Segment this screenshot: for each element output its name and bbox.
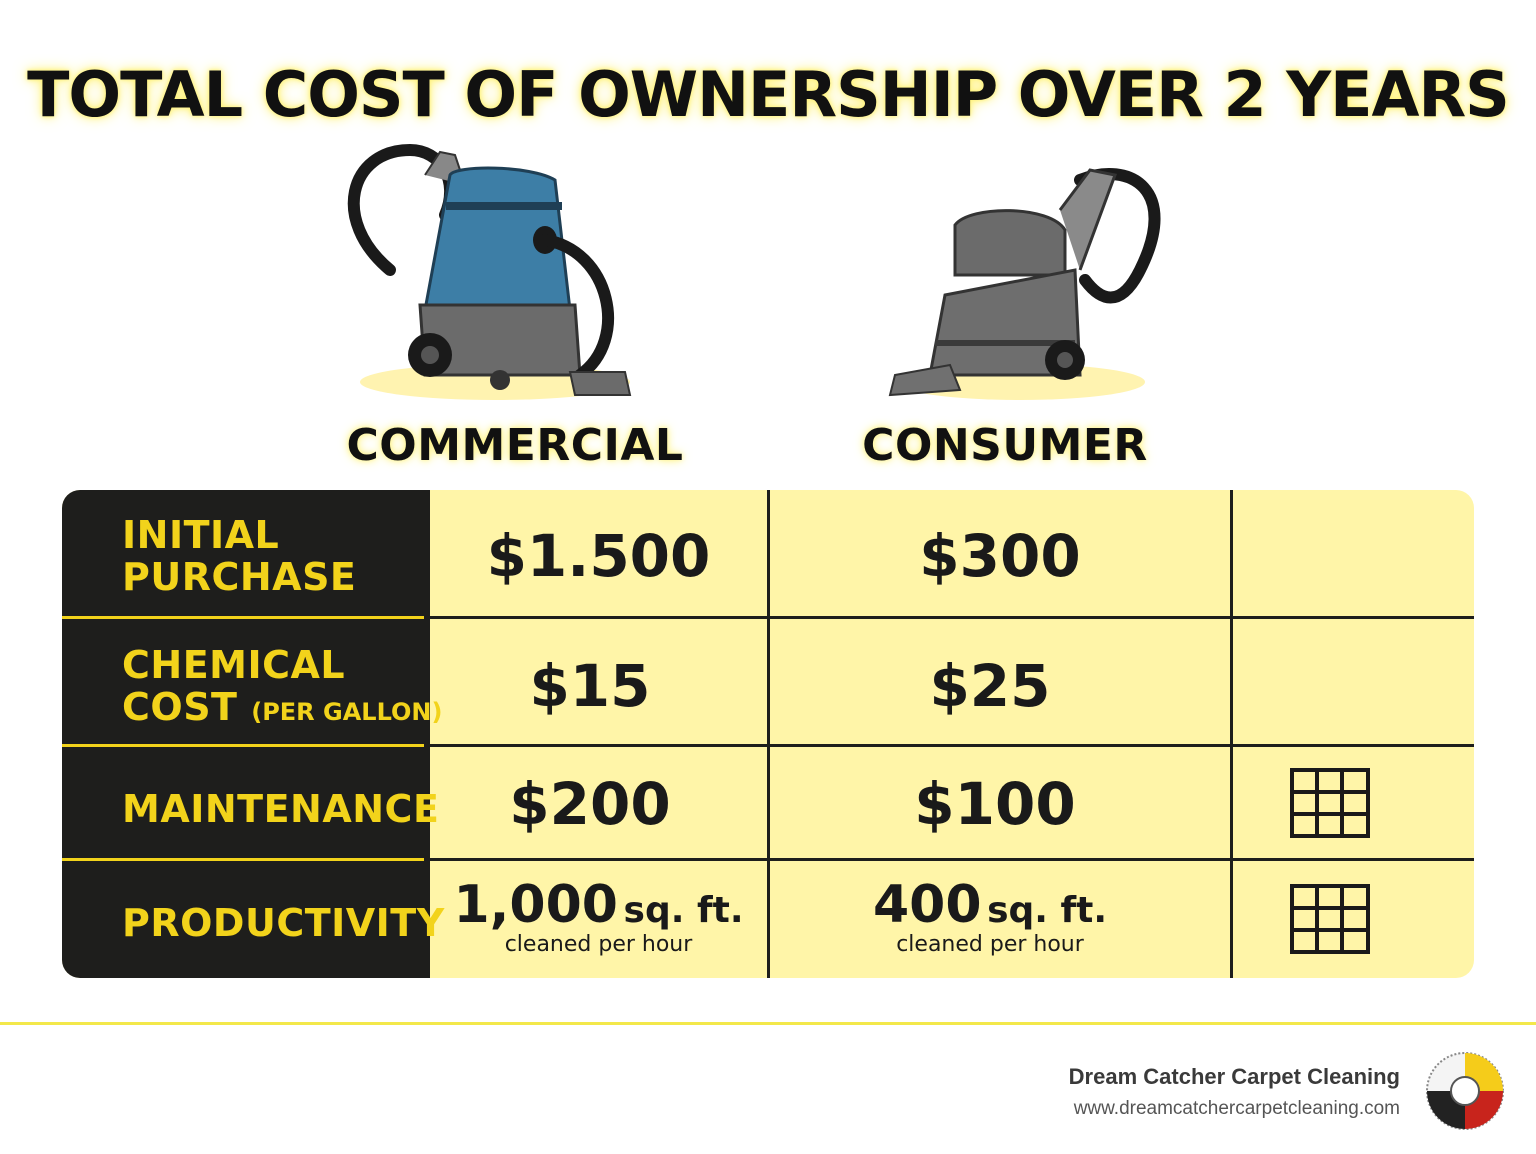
row-divider (430, 744, 1474, 747)
commercial-extractor-illustration (330, 140, 640, 410)
row-divider (430, 616, 1474, 619)
row-label-initial-purchase: INITIAL PURCHASE (122, 514, 356, 598)
page-title: TOTAL COST OF OWNERSHIP OVER 2 YEARS (27, 58, 1510, 131)
productivity-value: 1,000 (453, 875, 618, 935)
column-divider (1230, 490, 1233, 978)
footer-divider (0, 1022, 1536, 1025)
column-divider (767, 490, 770, 978)
productivity-unit: sq. ft. (987, 890, 1108, 931)
commercial-productivity: 1,000 sq. ft. cleaned per hour (430, 878, 767, 958)
column-title-consumer: CONSUMER (862, 420, 1148, 471)
row-label-note: (PER GALLON) (251, 698, 443, 726)
row-label-column (62, 490, 430, 978)
row-divider (62, 744, 424, 747)
grid-icon (1290, 768, 1370, 842)
cost-comparison-table: INITIAL PURCHASE $1.500 $300 CHEMICAL CO… (62, 490, 1474, 978)
productivity-note: cleaned per hour (504, 932, 693, 957)
commercial-chemical-cost: $15 (529, 652, 651, 720)
column-title-commercial: COMMERCIAL (346, 420, 684, 471)
grid-icon (1290, 884, 1370, 958)
commercial-initial-purchase: $1.500 (486, 522, 711, 590)
row-label-maintenance: MAINTENANCE (122, 787, 440, 831)
commercial-maintenance: $200 (509, 770, 671, 838)
dreamcatcher-logo-icon (1424, 1050, 1506, 1136)
row-label-productivity: PRODUCTIVITY (122, 901, 445, 945)
consumer-extractor-illustration (880, 150, 1180, 410)
row-divider (62, 616, 424, 619)
consumer-maintenance: $100 (914, 770, 1076, 838)
consumer-initial-purchase: $300 (919, 522, 1081, 590)
productivity-value: 400 (872, 875, 982, 935)
row-label-line: INITIAL (122, 513, 280, 557)
consumer-productivity: 400 sq. ft. cleaned per hour (770, 878, 1210, 958)
row-label-chemical-cost: CHEMICAL COST (PER GALLON) (122, 644, 442, 733)
productivity-note: cleaned per hour (896, 932, 1084, 957)
row-label-line: COST (122, 685, 238, 729)
website-url: www.dreamcatchercarpetcleaning.com (1073, 1098, 1400, 1119)
row-divider (62, 858, 424, 861)
row-divider (430, 858, 1474, 861)
productivity-unit: sq. ft. (623, 890, 744, 931)
row-label-line: CHEMICAL (122, 643, 346, 687)
row-label-line: PURCHASE (122, 555, 357, 599)
consumer-chemical-cost: $25 (929, 652, 1051, 720)
company-name: Dream Catcher Carpet Cleaning (1068, 1064, 1400, 1089)
